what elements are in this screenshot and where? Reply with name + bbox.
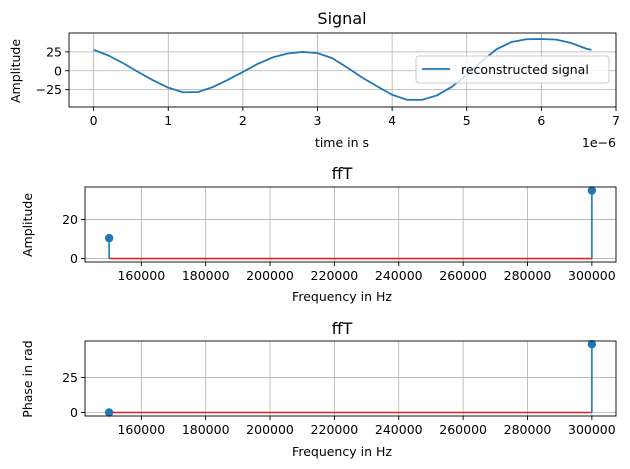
- fft-phase-title: ffT: [332, 319, 353, 338]
- fft-amplitude-x-tick-label: 240000: [375, 268, 423, 283]
- signal-panel: Signal time in s Amplitude 1e−6 0 1 2 3 4 5 6 7…: [8, 9, 620, 150]
- signal-x-tick-label: 6: [537, 113, 545, 128]
- fft-phase-x-tick-label: 220000: [311, 422, 359, 437]
- reconstructed-signal-line: [93, 38, 592, 101]
- legend-entry-label: reconstructed signal: [461, 62, 589, 77]
- signal-x-tick-label: 4: [388, 113, 396, 128]
- fft-phase-ylabel: Phase in rad: [20, 340, 35, 417]
- fft-amplitude-title: ffT: [332, 164, 353, 183]
- fft-amplitude-x-tick-label: 280000: [504, 268, 552, 283]
- fft-amplitude-stem-marker: [587, 186, 597, 195]
- signal-xlabel: time in s: [315, 135, 369, 150]
- signal-x-tick-label: 3: [314, 113, 322, 128]
- legend-box: [415, 55, 610, 84]
- signal-x-offset-label: 1e−6: [582, 135, 616, 150]
- signal-x-tick-label: 2: [239, 113, 247, 128]
- signal-y-tick-label: 25: [46, 44, 62, 59]
- fft-phase-axes-frame: [84, 340, 617, 417]
- fft-phase-x-tick-label: 200000: [246, 422, 294, 437]
- fft-phase-x-tick-label: 160000: [117, 422, 165, 437]
- signal-axes-frame: [68, 32, 617, 108]
- fft-phase-y-tick-label: 25: [62, 370, 78, 385]
- fft-amplitude-x-tick-label: 300000: [568, 268, 616, 283]
- fft-amplitude-y-tick-label: 20: [62, 212, 78, 227]
- fft-phase-x-tick-label: 280000: [504, 422, 552, 437]
- fft-amplitude-axes-frame: [84, 186, 617, 263]
- fft-phase-xlabel: Frequency in Hz: [292, 444, 392, 459]
- signal-ylabel: Amplitude: [8, 39, 23, 103]
- fft-phase-stem-marker: [104, 408, 114, 417]
- signal-legend: reconstructed signal: [415, 55, 610, 84]
- fft-amplitude-xlabel: Frequency in Hz: [292, 289, 392, 304]
- fft-phase-x-tick-label: 240000: [375, 422, 423, 437]
- signal-title: Signal: [317, 9, 366, 28]
- fft-amplitude-x-tick-label: 200000: [246, 268, 294, 283]
- fft-amplitude-ylabel: Amplitude: [20, 193, 35, 257]
- fft-phase-y-tick-label: 0: [70, 405, 78, 420]
- signal-x-tick-label: 5: [463, 113, 471, 128]
- fft-amplitude-stem-marker: [104, 233, 114, 243]
- fft-phase-x-tick-label: 180000: [182, 422, 230, 437]
- signal-y-tick-label: 0: [54, 63, 62, 78]
- fft-amplitude-x-tick-label: 260000: [439, 268, 487, 283]
- signal-x-tick-label: 1: [164, 113, 172, 128]
- signal-y-tick-label: −25: [36, 82, 62, 97]
- fft-amplitude-y-tick-label: 0: [70, 251, 78, 266]
- fft-phase-stem-marker: [587, 340, 597, 349]
- fft-amplitude-x-tick-label: 180000: [182, 268, 230, 283]
- fft-phase-panel: ffT Frequency in Hz Phase in rad 160000 1…: [20, 319, 617, 459]
- fft-amplitude-x-tick-label: 160000: [117, 268, 165, 283]
- signal-x-tick-label: 0: [90, 113, 98, 128]
- fft-phase-x-tick-label: 300000: [568, 422, 616, 437]
- fft-amplitude-panel: ffT Frequency in Hz Amplitude 160000 1800…: [20, 164, 617, 304]
- signal-x-tick-label: 7: [612, 113, 620, 128]
- fft-phase-x-tick-label: 260000: [439, 422, 487, 437]
- fft-amplitude-x-tick-label: 220000: [311, 268, 359, 283]
